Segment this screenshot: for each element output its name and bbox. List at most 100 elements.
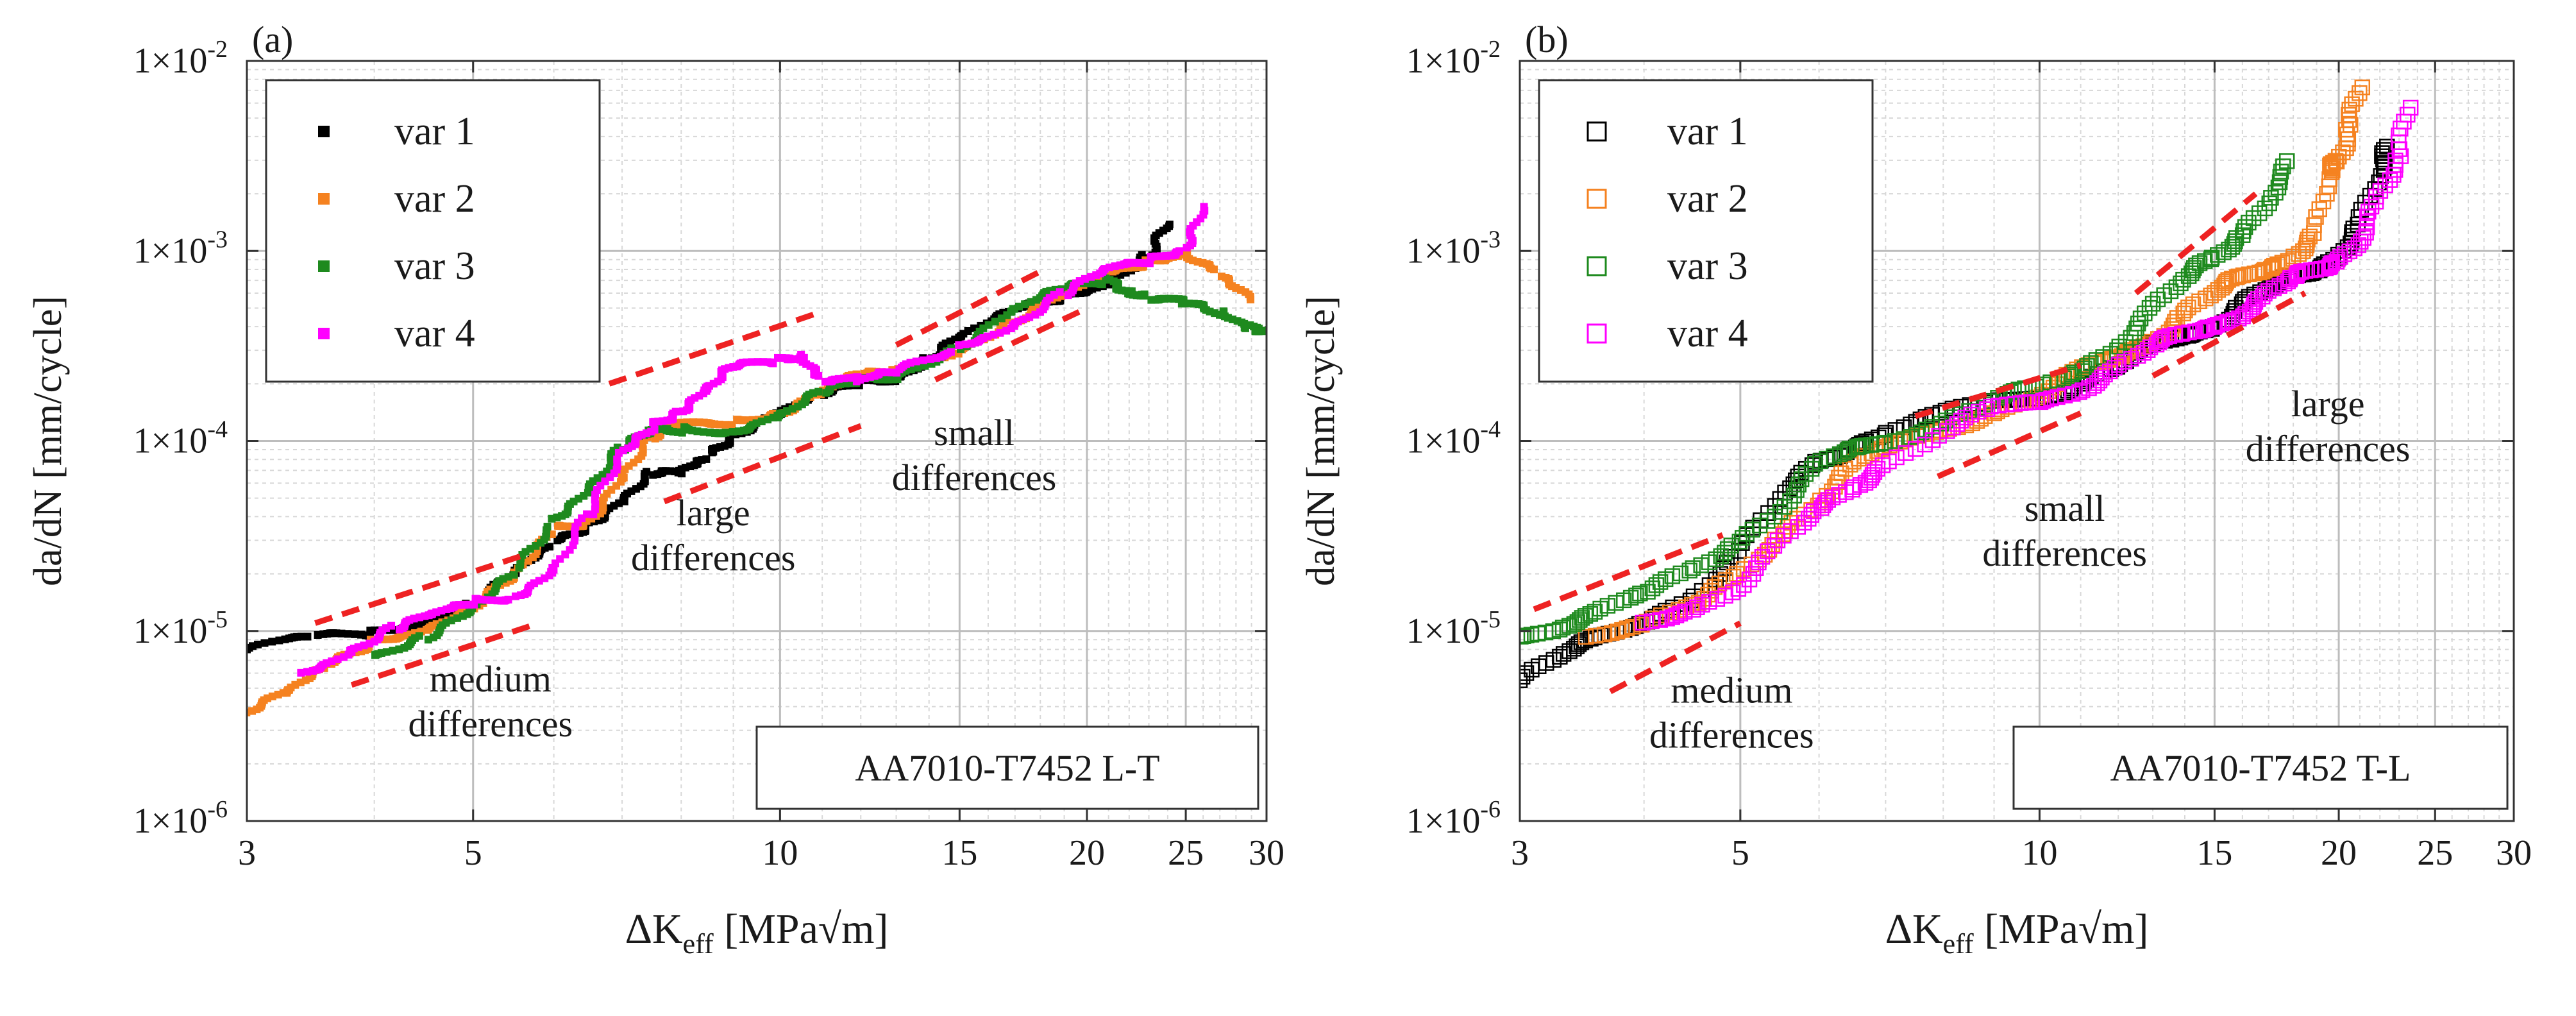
- data-point: [1574, 610, 1590, 626]
- data-point: [2354, 79, 2371, 96]
- data-point: [2230, 268, 2247, 285]
- data-point: [2235, 267, 2252, 284]
- data-point: [984, 321, 993, 329]
- data-point: [2306, 225, 2322, 241]
- data-point: [1971, 403, 1987, 420]
- y-tick-label: 1×10-3: [1406, 226, 1501, 271]
- y-axis-label: da/dN [mm/cycle]: [26, 296, 70, 586]
- data-point: [2341, 243, 2358, 260]
- data-point: [613, 455, 621, 464]
- data-point: [1015, 302, 1023, 310]
- data-point: [1577, 608, 1594, 624]
- data-point: [1572, 612, 1588, 628]
- data-point: [337, 629, 346, 638]
- data-point: [2308, 209, 2324, 225]
- data-point: [2257, 200, 2273, 217]
- data-point: [583, 510, 591, 518]
- y-tick-label: 1×10-4: [1406, 416, 1501, 461]
- legend-marker: [1587, 121, 1607, 142]
- data-point: [2246, 296, 2262, 312]
- data-point: [2377, 177, 2393, 194]
- data-point: [2298, 241, 2314, 257]
- data-point: [2275, 158, 2291, 174]
- data-point: [1767, 509, 1783, 525]
- data-point: [2218, 273, 2234, 290]
- data-point: [1913, 424, 1930, 441]
- data-point: [1887, 433, 1903, 449]
- data-point: [1552, 648, 1568, 665]
- data-point: [2402, 99, 2419, 116]
- annotation-text: small: [2025, 487, 2105, 529]
- data-point: [1928, 424, 1944, 440]
- data-point: [2187, 323, 2203, 340]
- panel-label: (b): [1525, 19, 1569, 60]
- data-point: [814, 387, 823, 396]
- annotation-text: differences: [1982, 532, 2147, 574]
- data-point: [297, 632, 305, 641]
- data-point: [979, 324, 988, 332]
- data-point: [2306, 217, 2322, 233]
- data-point: [2117, 334, 2134, 350]
- legend-label: var 2: [1667, 177, 1748, 221]
- data-point: [2214, 315, 2230, 332]
- trend-line: [1936, 411, 2082, 480]
- data-point: [1789, 482, 1805, 498]
- data-point: [1815, 497, 1831, 514]
- x-tick-label: 30: [2496, 833, 2532, 873]
- data-point: [1751, 554, 1767, 571]
- legend-label: var 1: [394, 110, 475, 153]
- data-point: [1824, 489, 1841, 505]
- data-point: [2352, 85, 2368, 101]
- data-point: [814, 371, 823, 380]
- x-tick-label: 5: [1731, 833, 1749, 873]
- data-point: [1659, 611, 1675, 627]
- data-point: [955, 341, 963, 350]
- data-point: [2341, 101, 2357, 118]
- data-marks: [1520, 79, 2419, 688]
- data-point: [2358, 224, 2374, 241]
- data-point: [700, 428, 708, 436]
- data-point: [919, 356, 927, 364]
- data-point: [1025, 313, 1034, 321]
- data-point: [510, 571, 518, 579]
- data-point: [303, 632, 312, 641]
- data-point: [2269, 256, 2286, 273]
- data-point: [2332, 249, 2348, 265]
- legend-marker: [318, 260, 330, 272]
- y-tick-label: 1×10-5: [133, 606, 228, 651]
- data-point: [1735, 530, 1751, 546]
- data-point: [2235, 223, 2252, 239]
- data-point: [1979, 401, 1996, 417]
- y-tick-label: 1×10-6: [133, 796, 228, 841]
- data-point: [2325, 155, 2341, 171]
- data-point: [1241, 324, 1249, 332]
- data-point: [991, 318, 999, 326]
- data-point: [1793, 471, 1810, 487]
- data-point: [351, 630, 359, 638]
- x-tick-label: 30: [1249, 833, 1284, 873]
- label-box-text: AA7010-T7452 T-L: [2110, 747, 2411, 789]
- data-point: [2341, 106, 2357, 123]
- data-point: [728, 428, 737, 436]
- annotation-text: differences: [2246, 428, 2411, 470]
- annotation-text: differences: [631, 537, 796, 579]
- annotation-text: medium: [430, 658, 551, 700]
- data-point: [2216, 244, 2232, 260]
- x-tick-label: 3: [1511, 833, 1529, 873]
- data-point: [2273, 164, 2289, 180]
- chart-panel-b: 3 5 10 15 20 25 30 1×10-6 1×10-5 1×10-4 1×10-3 1×10…: [1299, 19, 2532, 960]
- annotation-text: large: [677, 492, 750, 534]
- data-point: [1520, 627, 1535, 644]
- data-point: [1786, 487, 1802, 504]
- x-tick-label: 5: [464, 833, 482, 873]
- data-point: [984, 332, 992, 341]
- data-point: [2137, 305, 2153, 321]
- data-point: [2132, 310, 2149, 326]
- data-point: [1644, 613, 1660, 629]
- label-box: [755, 725, 1259, 810]
- x-tick-label: 20: [2321, 833, 2357, 873]
- data-point: [1685, 560, 1701, 576]
- data-point: [2128, 320, 2144, 337]
- y-tick-label: 1×10-6: [1406, 796, 1501, 841]
- annotation-text: small: [934, 412, 1014, 453]
